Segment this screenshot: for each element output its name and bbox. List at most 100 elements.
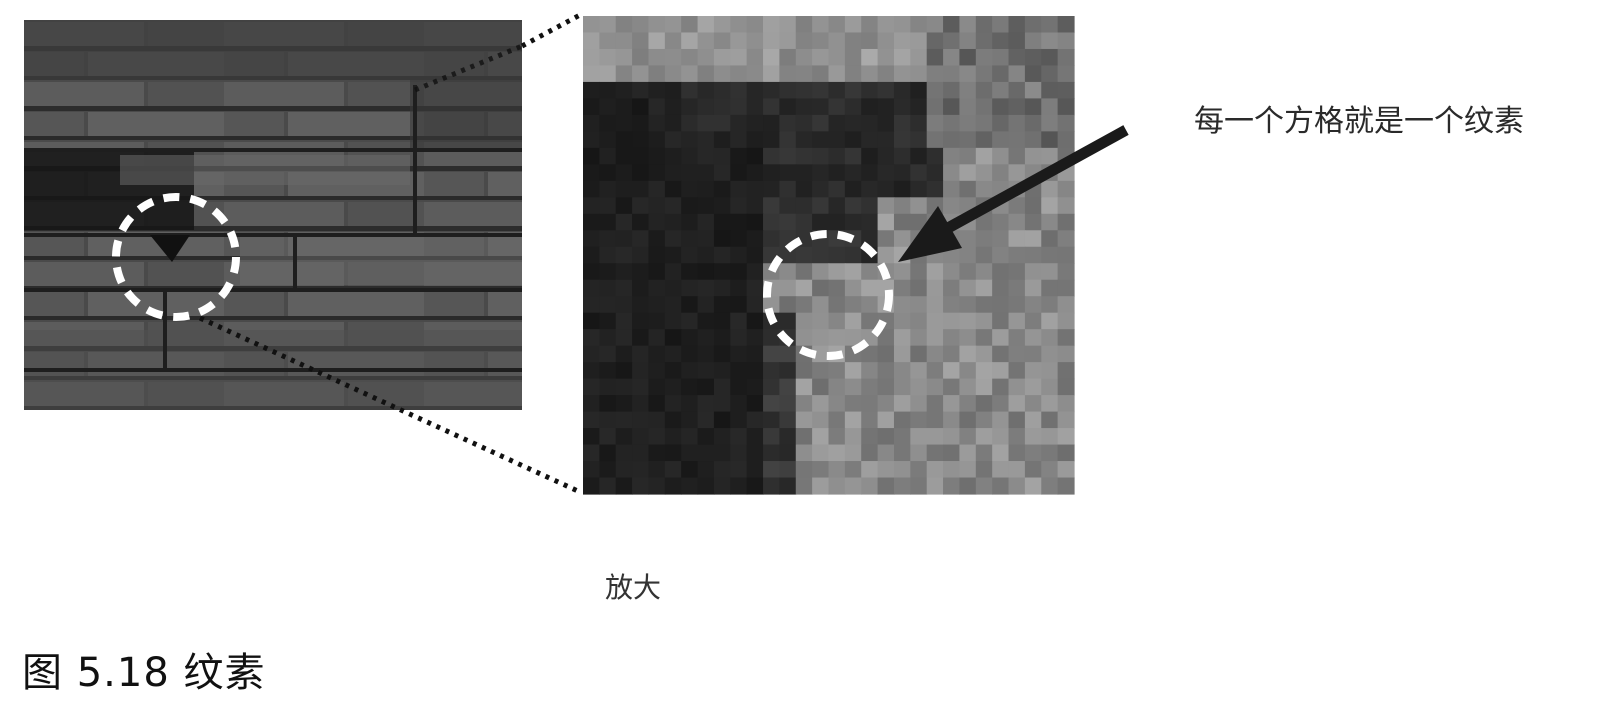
texel-cell (795, 147, 813, 165)
texel-cell (730, 65, 748, 83)
texel-cell (599, 411, 617, 429)
texel-cell (599, 65, 617, 83)
texel-cell (943, 395, 961, 413)
texel-cell (746, 444, 764, 462)
texel-cell (926, 279, 944, 297)
texel-cell (1057, 362, 1075, 380)
texel-cell (1041, 329, 1059, 347)
texel-cell (1008, 246, 1026, 264)
texel-cell (943, 362, 961, 380)
texel-cell (779, 131, 797, 149)
texel-cell (943, 65, 961, 83)
texel-cell (779, 164, 797, 182)
texel-cell (583, 428, 600, 446)
texel-cell (763, 164, 780, 182)
texel-cell (844, 98, 862, 116)
texel-cell (975, 362, 993, 380)
texel-cell (959, 32, 977, 50)
texel-cell (763, 477, 780, 495)
texel-cell (828, 378, 846, 396)
texel-cell (713, 279, 731, 297)
texel-cell (1008, 164, 1026, 182)
texel-cell (632, 477, 650, 495)
texel-cell (1041, 395, 1059, 413)
texel-cell (926, 48, 944, 67)
texel-cell (746, 213, 764, 231)
texel-cell (632, 428, 650, 446)
texel-cell (975, 428, 993, 446)
selection-circle (112, 193, 240, 321)
texel-cell (959, 246, 977, 264)
texel-cell (681, 378, 699, 396)
texel-cell (795, 246, 813, 264)
texel-cell (1008, 461, 1026, 479)
texel-cell (763, 411, 780, 429)
texel-cell (1041, 32, 1059, 50)
texel-cell (599, 329, 617, 347)
texel-cell (730, 147, 748, 165)
texel-cell (730, 81, 748, 100)
texel-cell (1041, 213, 1059, 231)
texel-cell (910, 131, 928, 149)
texel-cell (893, 378, 911, 396)
texel-cell (828, 16, 846, 34)
texel-cell (926, 477, 944, 495)
texel-cell (583, 395, 600, 413)
texel-cell (664, 81, 682, 100)
texel-cell (648, 147, 666, 165)
texel-cell (664, 345, 682, 363)
texel-cell (959, 296, 977, 314)
texel-cell (1057, 329, 1075, 347)
texel-cell (664, 164, 682, 182)
texel-cell (943, 197, 961, 215)
texel-cell (583, 65, 600, 83)
texel-cell (763, 197, 780, 215)
texel-cell (959, 461, 977, 479)
texel-cell (599, 312, 617, 330)
texel-cell (992, 477, 1010, 495)
texel-cell (975, 48, 993, 67)
texel-cell (975, 180, 993, 198)
texel-cell (599, 114, 617, 132)
texel-cell (812, 411, 830, 429)
texel-cell (926, 16, 944, 34)
texel-cell (893, 197, 911, 215)
texel-cell (812, 131, 830, 149)
texel-cell (959, 395, 977, 413)
texel-cell (959, 444, 977, 462)
texel-cell (795, 477, 813, 495)
texel-cell (943, 428, 961, 446)
texel-cell (877, 428, 895, 446)
texel-cell (664, 48, 682, 67)
texel-cell (1041, 131, 1059, 149)
texel-cell (599, 477, 617, 495)
texel-cell (877, 378, 895, 396)
texel-cell (992, 263, 1010, 281)
texel-cell (795, 180, 813, 198)
texel-cell (1008, 263, 1026, 281)
texel-cell (599, 16, 617, 34)
texel-cell (697, 164, 715, 182)
texel-cell (746, 279, 764, 297)
texel-cell (926, 461, 944, 479)
texel-cell (877, 197, 895, 215)
texel-cell (844, 461, 862, 479)
texel-cell (992, 48, 1010, 67)
texel-cell (877, 131, 895, 149)
texel-cell (975, 114, 993, 132)
texel-cell (632, 312, 650, 330)
texel-cell (599, 98, 617, 116)
texel-cell (632, 180, 650, 198)
texel-cell (926, 131, 944, 149)
magnified-selection-circle (763, 230, 893, 360)
texel-cell (730, 395, 748, 413)
texel-cell (583, 81, 600, 100)
texel-cell (812, 213, 830, 231)
texel-cell (844, 329, 862, 347)
texel-cell (1057, 131, 1075, 149)
texel-cell (893, 180, 911, 198)
texel-cell (1057, 65, 1075, 83)
texel-cell (992, 444, 1010, 462)
texel-cell (812, 246, 830, 264)
texel-cell (959, 345, 977, 363)
